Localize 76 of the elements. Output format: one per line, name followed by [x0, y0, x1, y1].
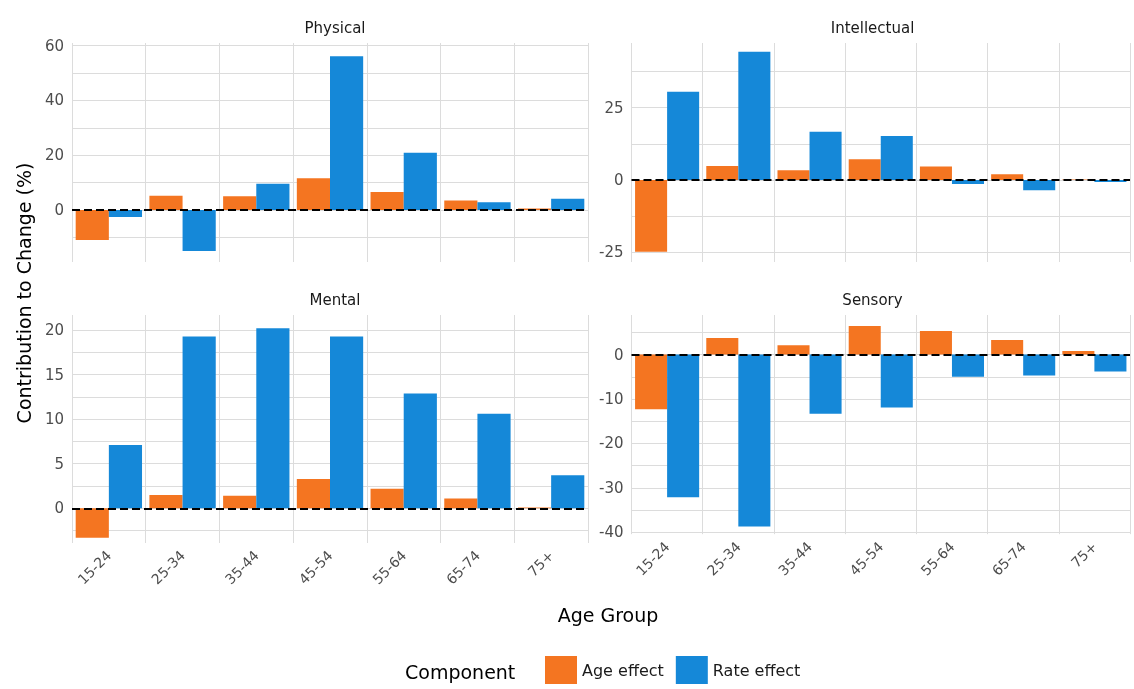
bar [296, 478, 330, 509]
bar [991, 339, 1024, 355]
y-tick-label: 5 [54, 454, 64, 473]
bar [223, 495, 257, 509]
y-tick-label: 20 [44, 146, 64, 165]
y-tick-label: 0 [54, 200, 64, 219]
bar [635, 354, 668, 410]
bar [880, 135, 913, 181]
bar [296, 178, 330, 210]
bar [635, 180, 668, 252]
bar [477, 413, 511, 509]
bar [75, 508, 109, 538]
bar [667, 91, 700, 181]
legend-label: Rate effect [712, 660, 801, 680]
bar [444, 498, 478, 509]
chart-title: Intellectual [830, 18, 915, 37]
bar [223, 196, 257, 210]
bar [370, 488, 404, 509]
bar [706, 166, 739, 181]
bar [919, 331, 952, 355]
bar [370, 191, 404, 210]
bar [75, 209, 109, 241]
y-tick-label: 40 [44, 91, 64, 110]
bar [551, 198, 585, 210]
bar [848, 326, 881, 355]
bar [149, 195, 183, 210]
y-tick-label: -30 [599, 478, 624, 497]
x-tick-label: 75+ [524, 547, 557, 580]
y-tick-label: 10 [44, 410, 64, 429]
chart-title: Physical [304, 18, 366, 37]
y-tick-label: 0 [613, 345, 624, 364]
y-tick-label: 0 [613, 171, 624, 190]
x-axis-title: Age Group [557, 604, 659, 626]
bar [1023, 354, 1056, 376]
legend-label: Age effect [582, 660, 664, 680]
bar [108, 445, 143, 509]
bar [444, 200, 478, 210]
bar [809, 131, 842, 181]
bar [477, 202, 511, 210]
y-tick-label: -40 [599, 523, 624, 542]
x-tick-label: 75+ [1067, 538, 1101, 571]
bar [738, 354, 771, 527]
bar [330, 56, 364, 210]
chart-title: Mental [309, 290, 361, 309]
y-axis-title: Contribution to Change (%) [13, 162, 35, 424]
y-tick-label: -20 [599, 434, 624, 453]
bar [149, 494, 183, 509]
bar [777, 170, 810, 181]
bar [706, 338, 739, 355]
bar [809, 354, 842, 414]
bar [256, 183, 290, 210]
bar [403, 152, 437, 210]
chart-title: Sensory [842, 290, 903, 309]
bar [919, 166, 952, 181]
y-tick-label: -10 [599, 390, 624, 409]
bar [777, 345, 810, 355]
bar [182, 336, 216, 509]
bar [256, 328, 290, 509]
bar [403, 393, 437, 509]
y-tick-label: 0 [54, 499, 64, 518]
bar [848, 159, 881, 181]
legend-title: Component [405, 661, 516, 683]
bar [951, 354, 985, 377]
bar [330, 336, 364, 509]
bar [667, 354, 700, 498]
bar [182, 209, 216, 252]
bar [738, 51, 771, 181]
y-tick-label: 20 [44, 321, 64, 340]
bar [880, 354, 913, 408]
y-tick-label: 15 [44, 365, 64, 384]
bar [1023, 180, 1056, 191]
y-tick-label: 60 [44, 36, 64, 55]
y-tick-label: -25 [599, 243, 624, 262]
y-tick-label: 25 [604, 98, 624, 117]
bar [1094, 354, 1127, 372]
bar [551, 475, 585, 509]
